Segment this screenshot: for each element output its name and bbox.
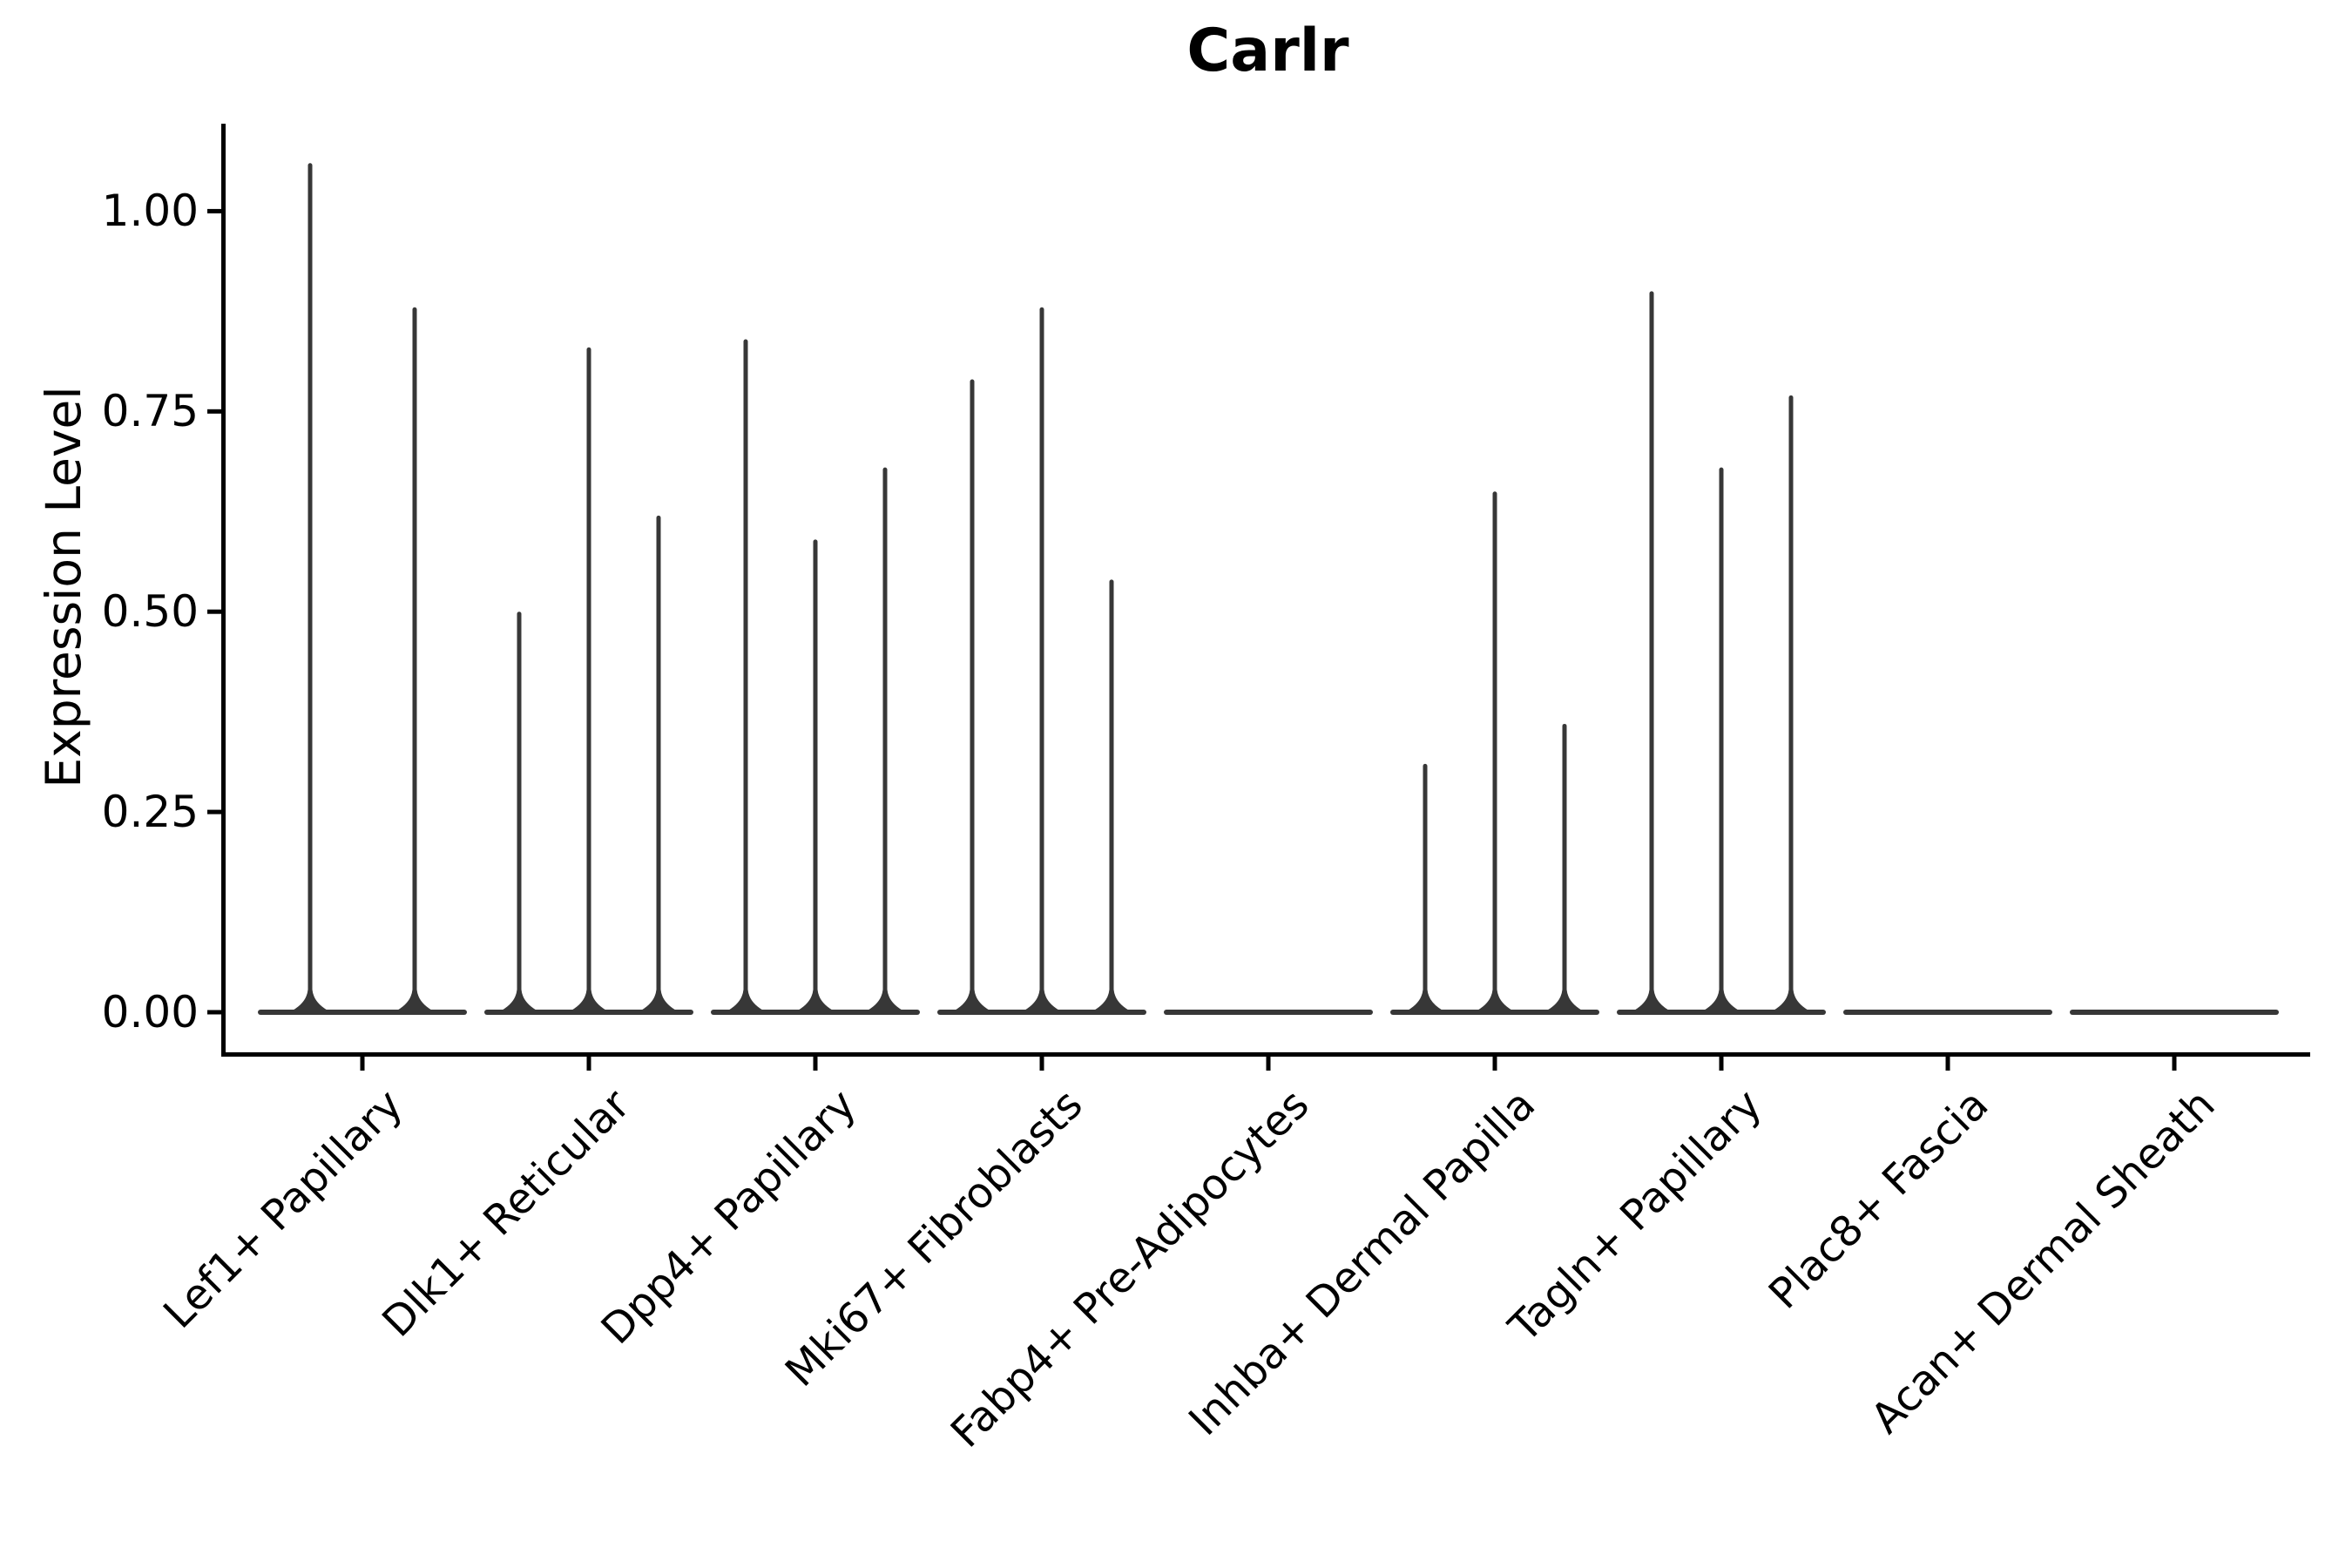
violin-spike (656, 515, 661, 1012)
x-tick (1719, 1057, 1724, 1071)
x-tick (2172, 1057, 2177, 1071)
y-tick (207, 208, 221, 213)
ytick-label-3: 0.75 (101, 386, 199, 437)
ytick-label-2: 0.50 (101, 586, 199, 638)
violin-spike (1719, 467, 1724, 1012)
x-axis-spine (224, 1052, 2310, 1057)
violin-spike (743, 339, 748, 1012)
ytick-label-1: 0.25 (101, 787, 199, 838)
violin-spike (517, 612, 522, 1012)
violin-body (1164, 1010, 1373, 1015)
y-axis-spine (221, 124, 226, 1057)
y-axis-title: Expression Level (36, 386, 91, 788)
y-tick (207, 409, 221, 414)
violin-body (711, 1010, 920, 1015)
y-tick (207, 809, 221, 814)
x-tick (1492, 1057, 1497, 1071)
x-tick (586, 1057, 591, 1071)
violin-spike (1492, 491, 1497, 1012)
ytick-label-4: 1.00 (101, 186, 199, 237)
x-tick (1945, 1057, 1950, 1071)
violin-spike (1649, 291, 1654, 1012)
y-tick (207, 609, 221, 614)
violin-body (1843, 1010, 2052, 1015)
violin-spike (412, 307, 417, 1012)
violin-body (937, 1010, 1146, 1015)
violin-spike (1788, 395, 1794, 1013)
x-tick (813, 1057, 818, 1071)
violin-body (258, 1010, 467, 1015)
ytick-label-0: 0.00 (101, 987, 199, 1037)
violin-spike (308, 163, 313, 1012)
x-tick (360, 1057, 365, 1071)
violin-spike (1562, 723, 1567, 1012)
violin-body (1617, 1010, 1826, 1015)
x-tick (1039, 1057, 1044, 1071)
violin-spike (1039, 307, 1044, 1012)
violin-spike (813, 539, 818, 1012)
violin-spike (1423, 763, 1428, 1012)
violin-body (1390, 1010, 1599, 1015)
violin-spike (586, 347, 591, 1012)
x-tick (1266, 1057, 1271, 1071)
chart-title: Carlr (1186, 17, 1349, 85)
violin-spike (1109, 579, 1114, 1012)
violin-spike (970, 379, 975, 1012)
violin-body (484, 1010, 693, 1015)
y-tick (207, 1010, 221, 1015)
violin-spike (882, 467, 888, 1012)
violin-body (2070, 1010, 2279, 1015)
